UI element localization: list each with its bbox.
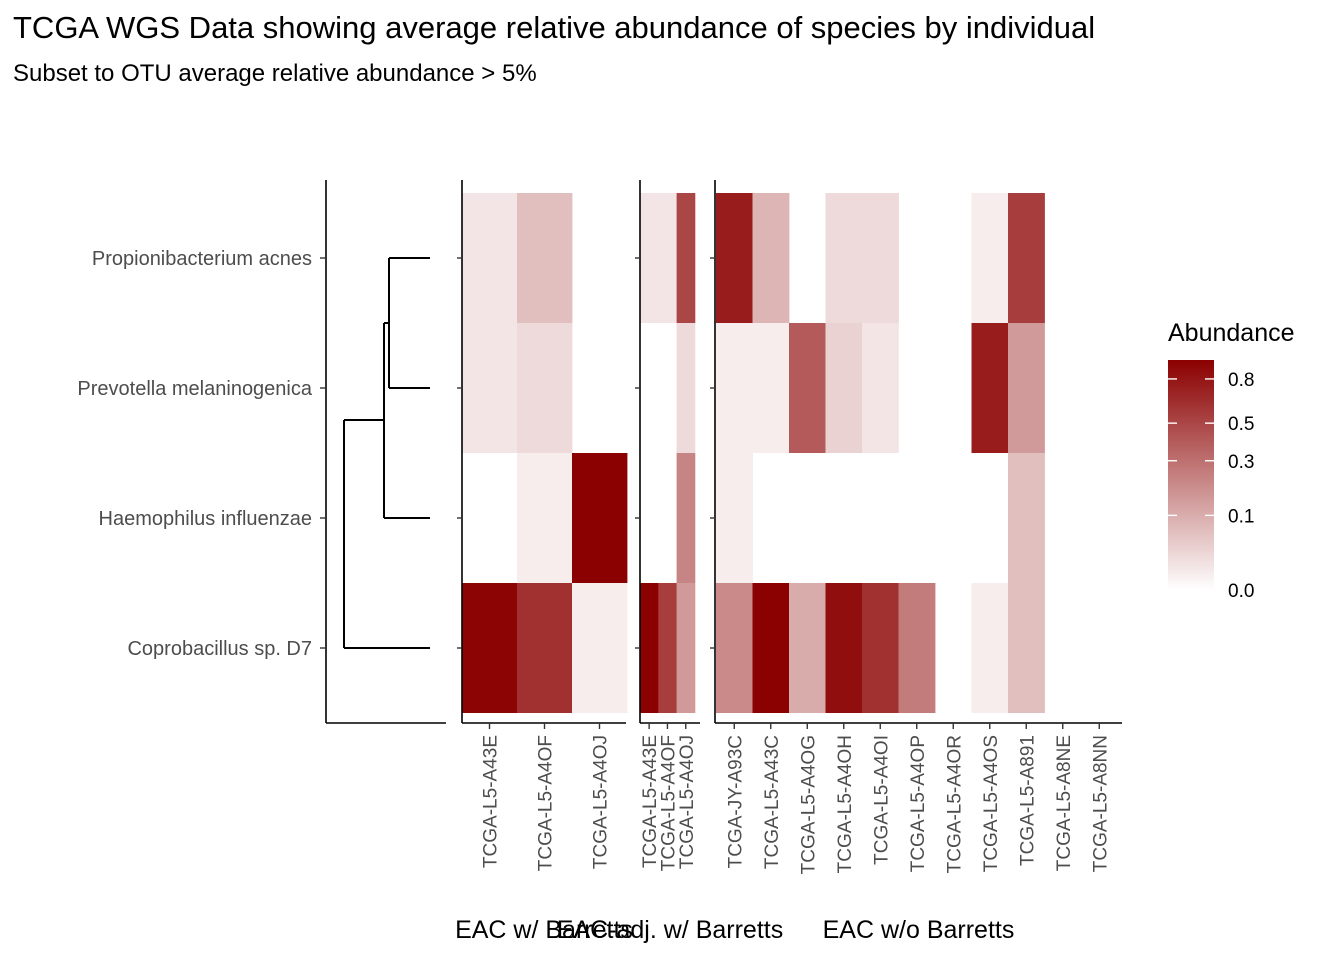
heatmap-cell [676, 453, 696, 583]
heatmap-cell [658, 583, 677, 713]
x-tick-label: TCGA-L5-A4OR [944, 735, 965, 873]
heatmap-cell [825, 323, 863, 453]
x-tick-label: TCGA-L5-A8NN [1090, 735, 1111, 872]
heatmap-cell [676, 323, 696, 453]
heatmap-cell [752, 583, 790, 713]
facet-label: EAC w/o Barretts [823, 916, 1015, 944]
heatmap-cell [572, 453, 628, 583]
x-tick-label: TCGA-L5-A4OH [835, 735, 856, 873]
heatmap-cell [676, 193, 696, 323]
y-tick-label: Prevotella melaninogenica [77, 378, 312, 400]
chart-subtitle: Subset to OTU average relative abundance… [13, 60, 537, 87]
heatmap-cell [1008, 453, 1045, 583]
heatmap-cell [862, 323, 899, 453]
chart-title: TCGA WGS Data showing average relative a… [13, 10, 1096, 45]
heatmap-cell [862, 583, 899, 713]
x-tick-label: TCGA-JY-A93C [725, 735, 746, 868]
heatmap-cell [971, 193, 1009, 323]
heatmap-cell [462, 583, 518, 713]
heatmap-cell [716, 323, 753, 453]
heatmap-cell [716, 583, 753, 713]
heatmap-cell [517, 453, 573, 583]
heatmap-cell [971, 323, 1009, 453]
x-tick-label: TCGA-L5-A4OG [798, 735, 819, 874]
heatmap-cell [752, 323, 790, 453]
heatmap-cell [1008, 583, 1045, 713]
heatmap-cell [658, 193, 677, 323]
x-tick-label: TCGA-L5-A4OS [981, 735, 1002, 872]
y-tick-label: Coprobacillus sp. D7 [127, 638, 312, 660]
legend-title: Abundance [1168, 319, 1295, 347]
x-tick-label: TCGA-L5-A4OI [871, 735, 892, 865]
heatmap-cell [517, 583, 573, 713]
heatmap-cell [640, 193, 659, 323]
heatmap-cell [716, 453, 753, 583]
color-legend: Abundance 0.8 0.5 0.3 0.1 0.0 [1168, 319, 1295, 602]
heatmap-cell [517, 323, 573, 453]
x-tick-label: TCGA-L5-A4OP [908, 735, 929, 872]
x-tick-label: TCGA-L5-A4OF [658, 735, 679, 871]
heatmap-cell [825, 583, 863, 713]
heatmap-cell [789, 583, 826, 713]
heatmap-cell [716, 193, 753, 323]
facet-label: EAC w/ Barretts [455, 916, 633, 944]
y-tick-label: Haemophilus influenzae [99, 508, 312, 530]
heatmap-cells [462, 193, 1045, 713]
x-tick-label: TCGA-L5-A4OJ [591, 735, 612, 869]
x-tick-label: TCGA-L5-A43E [640, 735, 661, 868]
x-tick-label: TCGA-L5-A891 [1017, 735, 1038, 866]
heatmap-cell [462, 323, 518, 453]
dendrogram [343, 257, 430, 649]
heatmap-cell [572, 583, 628, 713]
heatmap-cell [462, 193, 518, 323]
heatmap-cell [825, 193, 863, 323]
heatmap-cell [898, 583, 936, 713]
heatmap-cell [971, 583, 1009, 713]
heatmap-cell [862, 193, 899, 323]
legend-tick-label: 0.5 [1228, 414, 1254, 435]
heatmap-cell [752, 193, 790, 323]
heatmap-cell [1008, 323, 1045, 453]
x-tick-label: TCGA-L5-A4OF [536, 735, 557, 871]
legend-tick-label: 0.3 [1228, 452, 1254, 473]
heatmap-cell [676, 583, 696, 713]
legend-tick-label: 0.1 [1228, 506, 1254, 527]
heatmap-axes: TCGA-L5-A43E TCGA-L5-A4OF TCGA-L5-A4OJEAC … [77, 180, 1122, 944]
heatmap-cell [1008, 193, 1045, 323]
x-tick-label: TCGA-L5-A43C [762, 735, 783, 869]
heatmap-cell [640, 583, 659, 713]
x-tick-label: TCGA-L5-A4OJ [677, 735, 698, 869]
heatmap-cell [789, 323, 826, 453]
facet-label: EAC-adj. w/ Barretts [557, 916, 783, 944]
x-tick-label: TCGA-L5-A8NE [1054, 735, 1075, 871]
x-tick-label: TCGA-L5-A43E [481, 735, 502, 868]
legend-tick-label: 0.8 [1228, 370, 1254, 391]
y-tick-label: Propionibacterium acnes [92, 248, 312, 270]
legend-colorbar [1168, 360, 1214, 590]
legend-tick-label: 0.0 [1228, 581, 1254, 602]
heatmap-cell [517, 193, 573, 323]
